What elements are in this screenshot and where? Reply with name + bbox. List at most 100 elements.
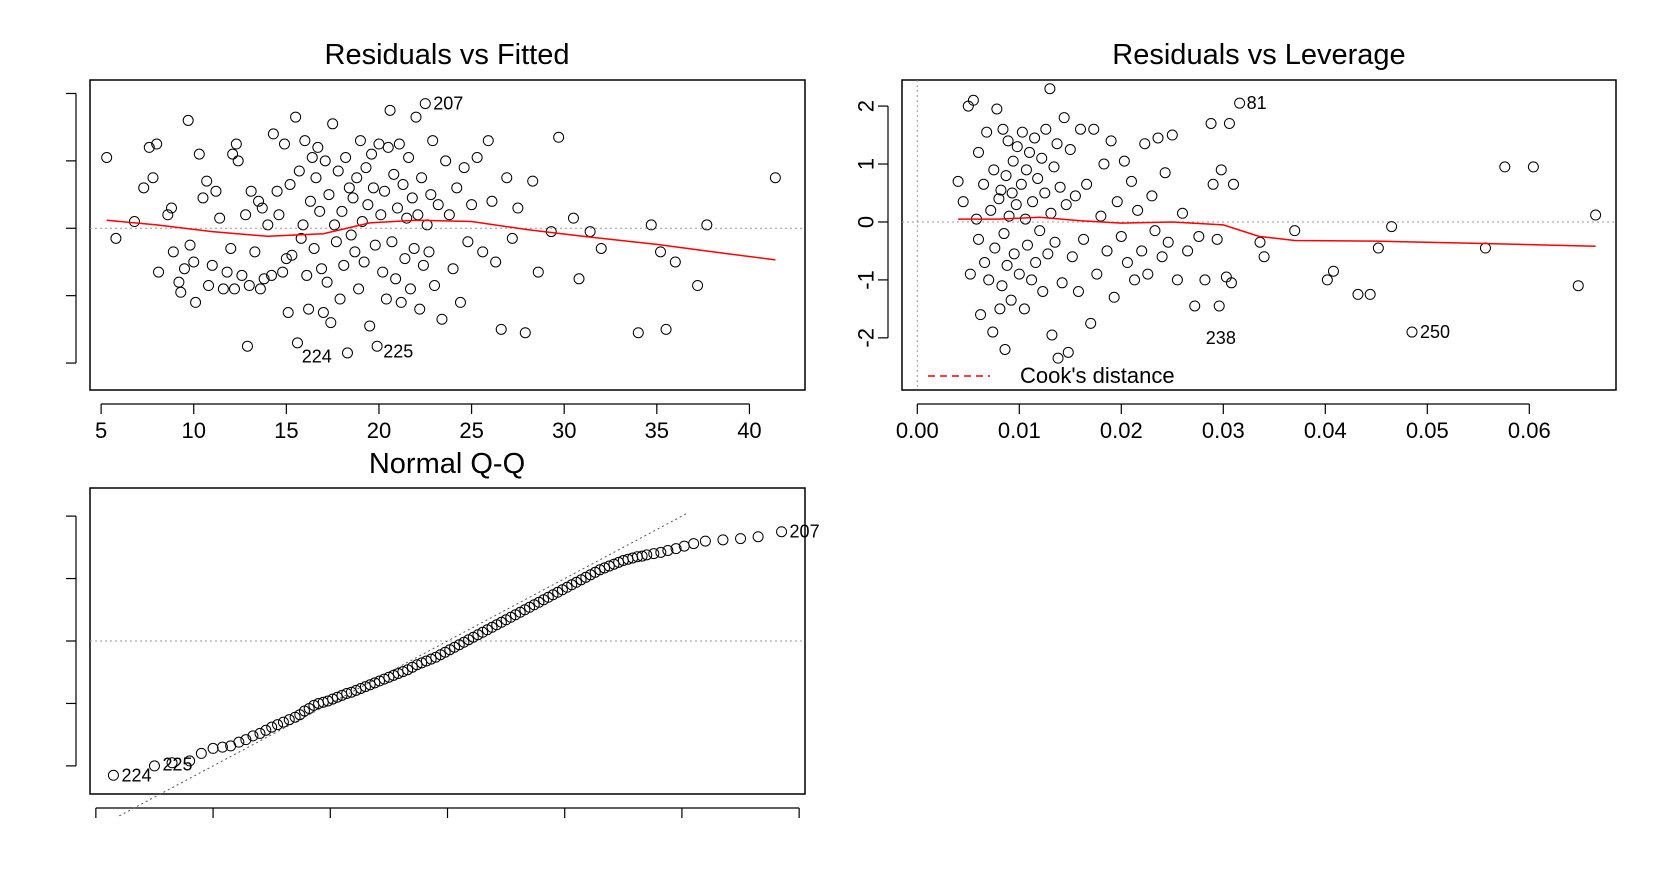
- data-point: [327, 693, 339, 705]
- data-point: [967, 94, 979, 106]
- data-point: [383, 671, 395, 683]
- data-point: [182, 114, 194, 126]
- data-point: [392, 667, 404, 679]
- data-point: [1126, 175, 1137, 187]
- data-point: [979, 257, 991, 269]
- data-point: [351, 172, 363, 184]
- data-point: [553, 131, 565, 143]
- data-point: [334, 293, 346, 305]
- x-tick-label: 25: [459, 418, 483, 443]
- data-point: [975, 309, 987, 321]
- panel-normal-qq: Normal Q-Q 207 224 225: [66, 448, 820, 818]
- data-point: [378, 673, 390, 685]
- data-point: [1136, 245, 1148, 257]
- data-point: [1205, 117, 1217, 129]
- data-point: [981, 126, 993, 138]
- data-point: [295, 232, 307, 244]
- data-point: [735, 533, 747, 545]
- data-point: [291, 337, 303, 349]
- data-point: [240, 734, 252, 746]
- data-point: [293, 165, 305, 177]
- data-point: [1058, 112, 1070, 124]
- data-point: [249, 246, 261, 258]
- data-point: [353, 283, 365, 295]
- data-point: [243, 280, 255, 292]
- data-point: [184, 239, 196, 251]
- data-point: [645, 219, 657, 231]
- data-point: [1220, 271, 1232, 283]
- data-point: [355, 682, 367, 694]
- data-point: [991, 103, 1003, 115]
- data-point: [260, 724, 272, 736]
- data-point: [1037, 285, 1049, 297]
- data-point: [567, 212, 579, 224]
- data-point: [388, 168, 400, 180]
- data-point: [316, 263, 328, 275]
- data-point: [184, 755, 196, 767]
- data-point: [636, 550, 648, 562]
- data-point: [143, 141, 155, 153]
- x-tick-label: 30: [552, 418, 576, 443]
- data-point: [301, 269, 313, 281]
- data-point: [323, 189, 335, 201]
- data-point: [425, 189, 437, 201]
- data-point: [403, 152, 415, 163]
- point-label: 225: [162, 755, 192, 775]
- data-point: [262, 219, 274, 231]
- data-point: [1054, 181, 1066, 193]
- data-point: [1479, 242, 1491, 254]
- data-point: [1062, 346, 1074, 358]
- data-point: [641, 549, 653, 561]
- data-point: [1018, 303, 1030, 315]
- data-point: [995, 184, 1007, 196]
- data-point: [957, 196, 969, 208]
- data-point: [501, 172, 513, 184]
- data-point: [1118, 155, 1130, 167]
- data-point: [110, 232, 122, 244]
- data-point: [306, 152, 318, 163]
- data-point: [1289, 225, 1301, 237]
- data-point: [1078, 233, 1090, 245]
- data-point: [254, 283, 266, 295]
- data-point: [1026, 274, 1038, 286]
- data-point: [1046, 329, 1058, 341]
- data-point: [166, 202, 178, 214]
- data-point: [203, 280, 215, 292]
- data-point: [366, 148, 378, 160]
- data-point: [414, 303, 426, 315]
- data-point: [477, 246, 489, 258]
- data-point: [1115, 230, 1127, 242]
- data-point: [1098, 158, 1110, 170]
- data-point: [573, 273, 585, 285]
- data-point: [347, 192, 359, 204]
- data-point: [1000, 170, 1012, 182]
- x-tick-label: 10: [181, 418, 205, 443]
- data-point: [1036, 152, 1048, 164]
- data-point: [443, 209, 455, 221]
- data-point: [1149, 225, 1161, 237]
- data-point: [247, 730, 259, 742]
- data-point: [278, 138, 290, 150]
- data-point: [1162, 236, 1174, 248]
- data-point: [1052, 352, 1064, 364]
- data-point: [973, 233, 984, 245]
- data-point: [962, 100, 974, 112]
- data-point: [364, 679, 376, 691]
- data-point: [1406, 326, 1418, 338]
- data-point: [230, 138, 242, 150]
- data-point: [162, 209, 174, 221]
- data-point: [128, 216, 140, 228]
- point-label: 238: [1206, 328, 1236, 348]
- point-label: 207: [790, 522, 820, 542]
- data-point: [1327, 265, 1339, 277]
- data-point: [425, 653, 437, 665]
- data-point: [648, 548, 660, 560]
- data-point: [277, 716, 289, 728]
- data-point: [382, 141, 394, 153]
- data-point: [1066, 251, 1078, 263]
- data-point: [1182, 245, 1194, 257]
- data-point: [280, 253, 292, 265]
- data-point: [1056, 277, 1068, 289]
- data-point: [1034, 225, 1046, 237]
- chart-title: Residuals vs Leverage: [1112, 39, 1405, 71]
